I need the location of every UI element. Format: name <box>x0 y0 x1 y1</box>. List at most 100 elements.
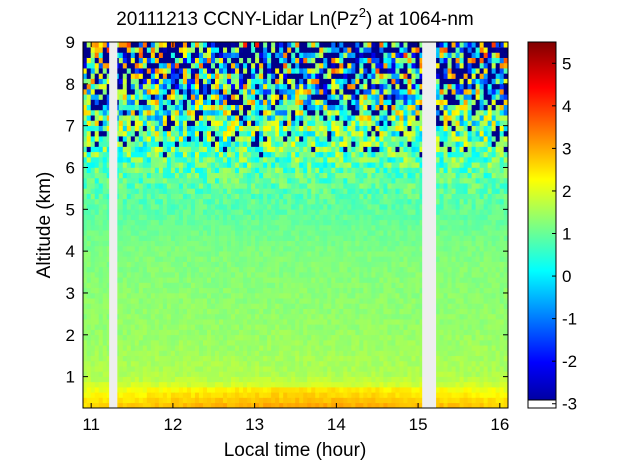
heatmap-cell <box>239 224 244 231</box>
heatmap-cell <box>118 224 124 231</box>
heatmap-cell <box>215 46 220 53</box>
heatmap-cell <box>339 235 344 241</box>
heatmap-cell <box>102 161 108 168</box>
heatmap-cell <box>118 114 124 121</box>
heatmap-cell <box>271 120 276 126</box>
heatmap-cell <box>162 219 168 226</box>
heatmap-cell <box>255 324 260 330</box>
heatmap-cell <box>166 73 172 79</box>
heatmap-cell <box>231 381 236 388</box>
heatmap-cell <box>166 161 172 168</box>
heatmap-cell <box>154 120 160 126</box>
heatmap-cell <box>98 146 104 153</box>
heatmap-cell <box>243 240 248 247</box>
heatmap-cell <box>98 261 104 268</box>
heatmap-cell <box>190 52 196 58</box>
heatmap-cell <box>134 182 140 189</box>
heatmap-cell <box>247 402 252 408</box>
heatmap-cell <box>243 376 248 383</box>
heatmap-cell <box>355 78 360 85</box>
heatmap-cell <box>134 240 140 247</box>
heatmap-cell <box>178 386 184 393</box>
heatmap-cell <box>158 104 164 111</box>
heatmap-cell <box>359 67 364 74</box>
heatmap-cell <box>83 240 88 247</box>
heatmap-cell <box>211 276 216 283</box>
heatmap-cell <box>359 371 364 377</box>
heatmap-cell <box>283 125 288 132</box>
heatmap-cell <box>198 42 204 48</box>
heatmap-cell <box>267 245 272 252</box>
heatmap-cell <box>363 67 368 74</box>
heatmap-cell <box>235 324 240 330</box>
heatmap-cell <box>339 161 344 168</box>
heatmap-cell <box>287 135 292 142</box>
heatmap-cell <box>118 188 124 194</box>
heatmap-cell <box>271 261 276 268</box>
heatmap-cell <box>126 360 132 367</box>
heatmap-cell <box>146 334 152 341</box>
heatmap-cell <box>146 365 152 372</box>
heatmap-cell <box>194 240 200 247</box>
heatmap-cell <box>102 172 108 179</box>
heatmap-cell <box>315 276 320 283</box>
heatmap-cell <box>295 360 300 367</box>
heatmap-cell <box>142 276 148 283</box>
heatmap-cell <box>283 130 288 137</box>
heatmap-cell <box>291 88 296 95</box>
heatmap-cell <box>98 73 104 79</box>
heatmap-cell <box>215 99 220 106</box>
heatmap-cell <box>263 292 268 299</box>
heatmap-cell <box>98 392 104 398</box>
heatmap-cell <box>323 93 328 100</box>
heatmap-cell <box>138 114 144 121</box>
heatmap-cell <box>98 203 104 210</box>
heatmap-cell <box>299 381 304 388</box>
heatmap-cell <box>363 381 368 388</box>
heatmap-cell <box>134 224 140 231</box>
heatmap-cell <box>118 104 124 111</box>
heatmap-cell <box>315 177 320 184</box>
heatmap-cell <box>315 313 320 320</box>
heatmap-cell <box>279 344 284 351</box>
heatmap-cell <box>267 386 272 393</box>
heatmap-cell <box>247 83 252 90</box>
heatmap-cell <box>219 365 224 372</box>
heatmap-cell <box>178 93 184 100</box>
heatmap-cell <box>287 256 292 262</box>
heatmap-cell <box>94 318 100 325</box>
heatmap-cell <box>170 67 176 74</box>
heatmap-cell <box>174 114 180 121</box>
heatmap-cell <box>130 130 136 137</box>
heatmap-cell <box>347 104 352 111</box>
heatmap-cell <box>106 344 112 351</box>
heatmap-cell <box>255 146 260 153</box>
heatmap-cell <box>259 114 264 121</box>
heatmap-cell <box>343 182 348 189</box>
heatmap-cell <box>343 355 348 362</box>
heatmap-cell <box>134 214 140 221</box>
heatmap-cell <box>174 276 180 283</box>
heatmap-cell <box>219 109 224 116</box>
heatmap-cell <box>295 62 300 69</box>
heatmap-cell <box>351 67 356 74</box>
heatmap-cell <box>247 392 252 398</box>
heatmap-cell <box>219 376 224 383</box>
heatmap-cell <box>202 292 208 299</box>
heatmap-cell <box>359 209 364 215</box>
heatmap-cell <box>206 334 212 341</box>
heatmap-cell <box>174 245 180 252</box>
heatmap-cell <box>251 245 256 252</box>
heatmap-cell <box>194 245 200 252</box>
heatmap-cell <box>335 376 340 383</box>
heatmap-cell <box>211 381 216 388</box>
heatmap-cell <box>251 156 256 163</box>
heatmap-cell <box>150 402 156 408</box>
heatmap-cell <box>166 344 172 351</box>
heatmap-cell <box>190 271 196 278</box>
heatmap-cell <box>295 78 300 85</box>
heatmap-cell <box>231 402 236 408</box>
heatmap-cell <box>122 167 128 174</box>
heatmap-cell <box>206 42 212 48</box>
heatmap-cell <box>263 250 268 257</box>
